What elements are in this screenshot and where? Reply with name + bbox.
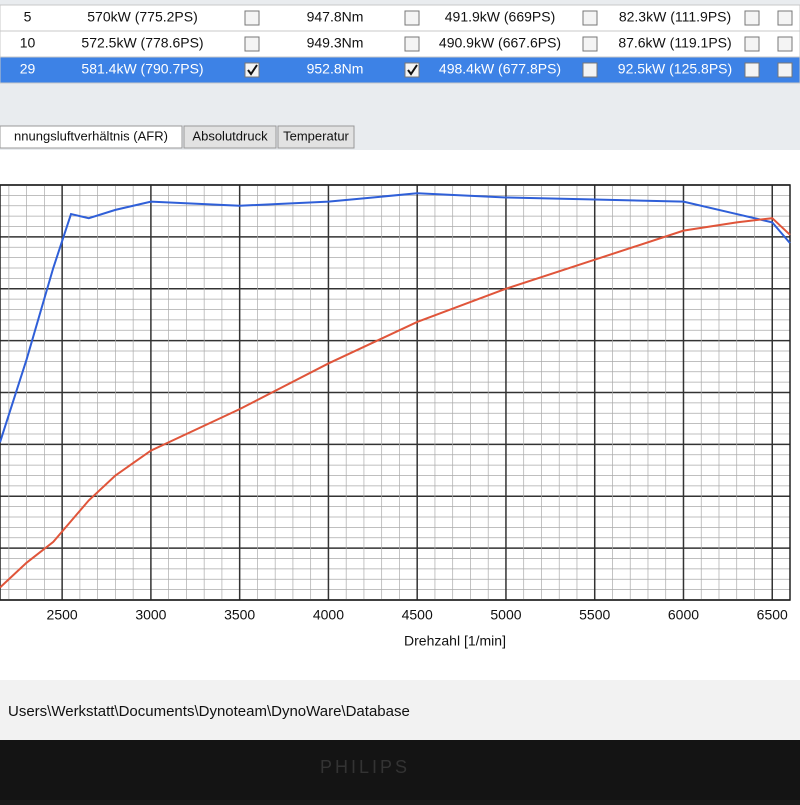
checkbox[interactable] (244, 36, 260, 52)
tab-label: nnungsluftverhältnis (AFR) (14, 128, 168, 143)
plot-frame (0, 184, 791, 601)
table-cell: 10 (20, 35, 36, 51)
table-cell: 490.9kW (667.6PS) (439, 35, 561, 51)
table-cell: 87.6kW (119.1PS) (618, 35, 731, 51)
checkbox[interactable] (404, 10, 420, 26)
table-cell: 498.4kW (677.8PS) (439, 61, 561, 77)
x-tick-label: 3000 (135, 607, 166, 623)
brand: PHILIPS (320, 757, 410, 777)
checkbox[interactable] (582, 10, 598, 26)
checkbox[interactable] (777, 10, 793, 26)
status-bar (0, 680, 800, 740)
table-cell: 82.3kW (111.9PS) (619, 9, 731, 25)
x-tick-label: 6500 (757, 607, 788, 623)
x-tick-label: 3500 (224, 607, 255, 623)
x-tick-label: 2500 (47, 607, 78, 623)
checkbox[interactable] (777, 36, 793, 52)
table-row (0, 4, 800, 32)
table-cell: 29 (20, 61, 36, 77)
checkmark (407, 64, 418, 76)
table-cell: 572.5kW (778.6PS) (81, 35, 203, 51)
tab[interactable] (0, 125, 183, 149)
data-line (0, 192, 791, 443)
table-cell: 570kW (775.2PS) (87, 9, 198, 25)
checkbox[interactable] (777, 62, 793, 78)
checkbox[interactable] (582, 62, 598, 78)
tab[interactable] (183, 125, 277, 149)
status-path: Users\Werkstatt\Documents\Dynoteam\DynoW… (8, 703, 410, 720)
table-row (0, 30, 800, 58)
x-tick-label: 4000 (313, 607, 344, 623)
table-cell: 952.8Nm (307, 61, 364, 77)
tab-label: Temperatur (283, 128, 349, 143)
checkbox[interactable] (744, 10, 760, 26)
x-tick-label: 5000 (490, 607, 521, 623)
table-cell: 949.3Nm (307, 35, 364, 51)
checkbox[interactable] (244, 10, 260, 26)
checkmark (247, 64, 258, 76)
monitor-bezel (0, 740, 800, 800)
checkbox[interactable] (744, 62, 760, 78)
checkbox[interactable] (582, 36, 598, 52)
x-tick-label: 6000 (668, 607, 699, 623)
checkbox[interactable] (404, 36, 420, 52)
x-tick-label: 4500 (402, 607, 433, 623)
table-cell: 5 (24, 9, 32, 25)
data-line (0, 217, 791, 589)
table-cell: 491.9kW (669PS) (445, 9, 556, 25)
x-tick-label: 5500 (579, 607, 610, 623)
table-cell: 581.4kW (790.7PS) (81, 61, 203, 77)
tab-label: Absolutdruck (192, 128, 268, 143)
tab[interactable] (277, 125, 355, 149)
table-cell: 92.5kW (125.8PS) (618, 61, 732, 77)
x-axis-label: Drehzahl [1/min] (404, 633, 506, 649)
table-row-selected (0, 56, 800, 84)
checkbox[interactable] (744, 36, 760, 52)
table-cell: 947.8Nm (307, 9, 364, 25)
